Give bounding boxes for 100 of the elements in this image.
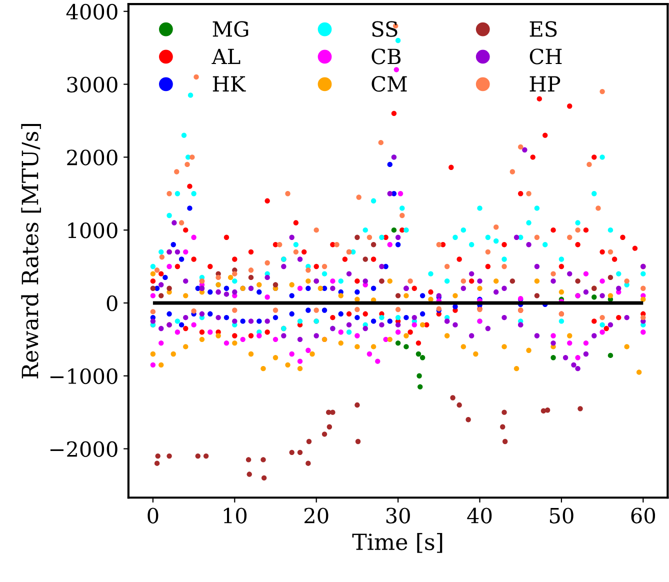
point — [240, 318, 246, 324]
point — [155, 453, 160, 459]
point — [170, 242, 176, 248]
point — [162, 274, 168, 280]
point — [534, 278, 540, 284]
x-tick-label: 10 — [224, 508, 247, 524]
point — [306, 286, 311, 291]
point — [394, 67, 400, 72]
point — [354, 314, 360, 320]
point — [510, 278, 516, 284]
point — [354, 344, 360, 350]
point — [306, 268, 311, 273]
legend-label: AL — [212, 48, 240, 64]
point — [395, 306, 401, 312]
point — [190, 154, 195, 160]
point — [178, 256, 184, 262]
point — [174, 169, 180, 174]
point — [191, 322, 196, 328]
legend-label: HK — [212, 76, 246, 92]
point — [256, 318, 262, 324]
y-tick-label: 3000 — [67, 76, 118, 92]
point — [404, 293, 409, 298]
point — [264, 294, 270, 300]
point — [354, 333, 360, 338]
point — [272, 282, 278, 288]
point — [224, 314, 230, 320]
legend-label: MG — [212, 21, 248, 37]
point — [158, 340, 164, 346]
point — [375, 358, 380, 364]
point — [550, 355, 556, 360]
point — [297, 366, 303, 372]
point — [640, 330, 646, 335]
point — [150, 271, 156, 276]
y-tick-label: −1000 — [50, 368, 118, 384]
point — [289, 351, 294, 357]
point — [600, 330, 605, 335]
point — [248, 351, 254, 357]
point — [285, 191, 290, 196]
point — [297, 358, 303, 364]
point — [592, 294, 597, 300]
point — [404, 333, 409, 338]
y-tick-label: 1000 — [68, 222, 118, 238]
point — [208, 289, 213, 295]
point — [575, 355, 580, 360]
point — [608, 352, 614, 358]
x-tick-label: 50 — [550, 508, 574, 524]
point — [289, 293, 294, 298]
point — [460, 278, 466, 284]
point — [502, 410, 507, 415]
point — [387, 278, 392, 284]
point — [246, 472, 252, 477]
x-tick-label: 20 — [304, 508, 328, 524]
point — [158, 293, 164, 298]
point — [355, 438, 361, 444]
point — [518, 144, 524, 150]
point — [170, 351, 176, 357]
point — [404, 344, 409, 350]
point — [436, 242, 442, 248]
point — [338, 293, 344, 298]
point — [224, 286, 230, 291]
point — [264, 260, 270, 266]
point — [398, 191, 404, 196]
point — [306, 460, 311, 466]
point — [534, 293, 540, 298]
point — [550, 271, 556, 276]
point — [600, 278, 605, 284]
point — [191, 308, 196, 314]
point — [256, 333, 262, 338]
point — [370, 344, 376, 350]
point — [183, 249, 188, 255]
point — [575, 227, 580, 233]
point — [370, 286, 376, 291]
point — [640, 286, 646, 291]
point — [314, 308, 319, 313]
point — [166, 311, 172, 316]
y-tick-label: 2000 — [67, 150, 118, 166]
point — [567, 333, 572, 338]
point — [306, 438, 312, 444]
point — [387, 336, 392, 342]
point — [354, 234, 360, 240]
point — [322, 264, 328, 270]
legend-label: SS — [372, 21, 398, 37]
x-tick-label: 30 — [386, 508, 410, 524]
point — [624, 278, 630, 284]
point — [514, 366, 520, 372]
point — [338, 311, 344, 316]
point — [199, 336, 205, 342]
x-tick-label: 40 — [467, 508, 492, 524]
point — [416, 373, 422, 378]
point — [583, 340, 589, 346]
point — [356, 194, 362, 200]
point — [395, 293, 401, 298]
point — [150, 286, 156, 291]
x-tick-label: 0 — [148, 508, 158, 524]
point — [208, 330, 213, 335]
point — [502, 344, 507, 350]
point — [289, 450, 294, 456]
point — [510, 169, 516, 174]
point — [640, 296, 646, 302]
point — [420, 311, 426, 316]
